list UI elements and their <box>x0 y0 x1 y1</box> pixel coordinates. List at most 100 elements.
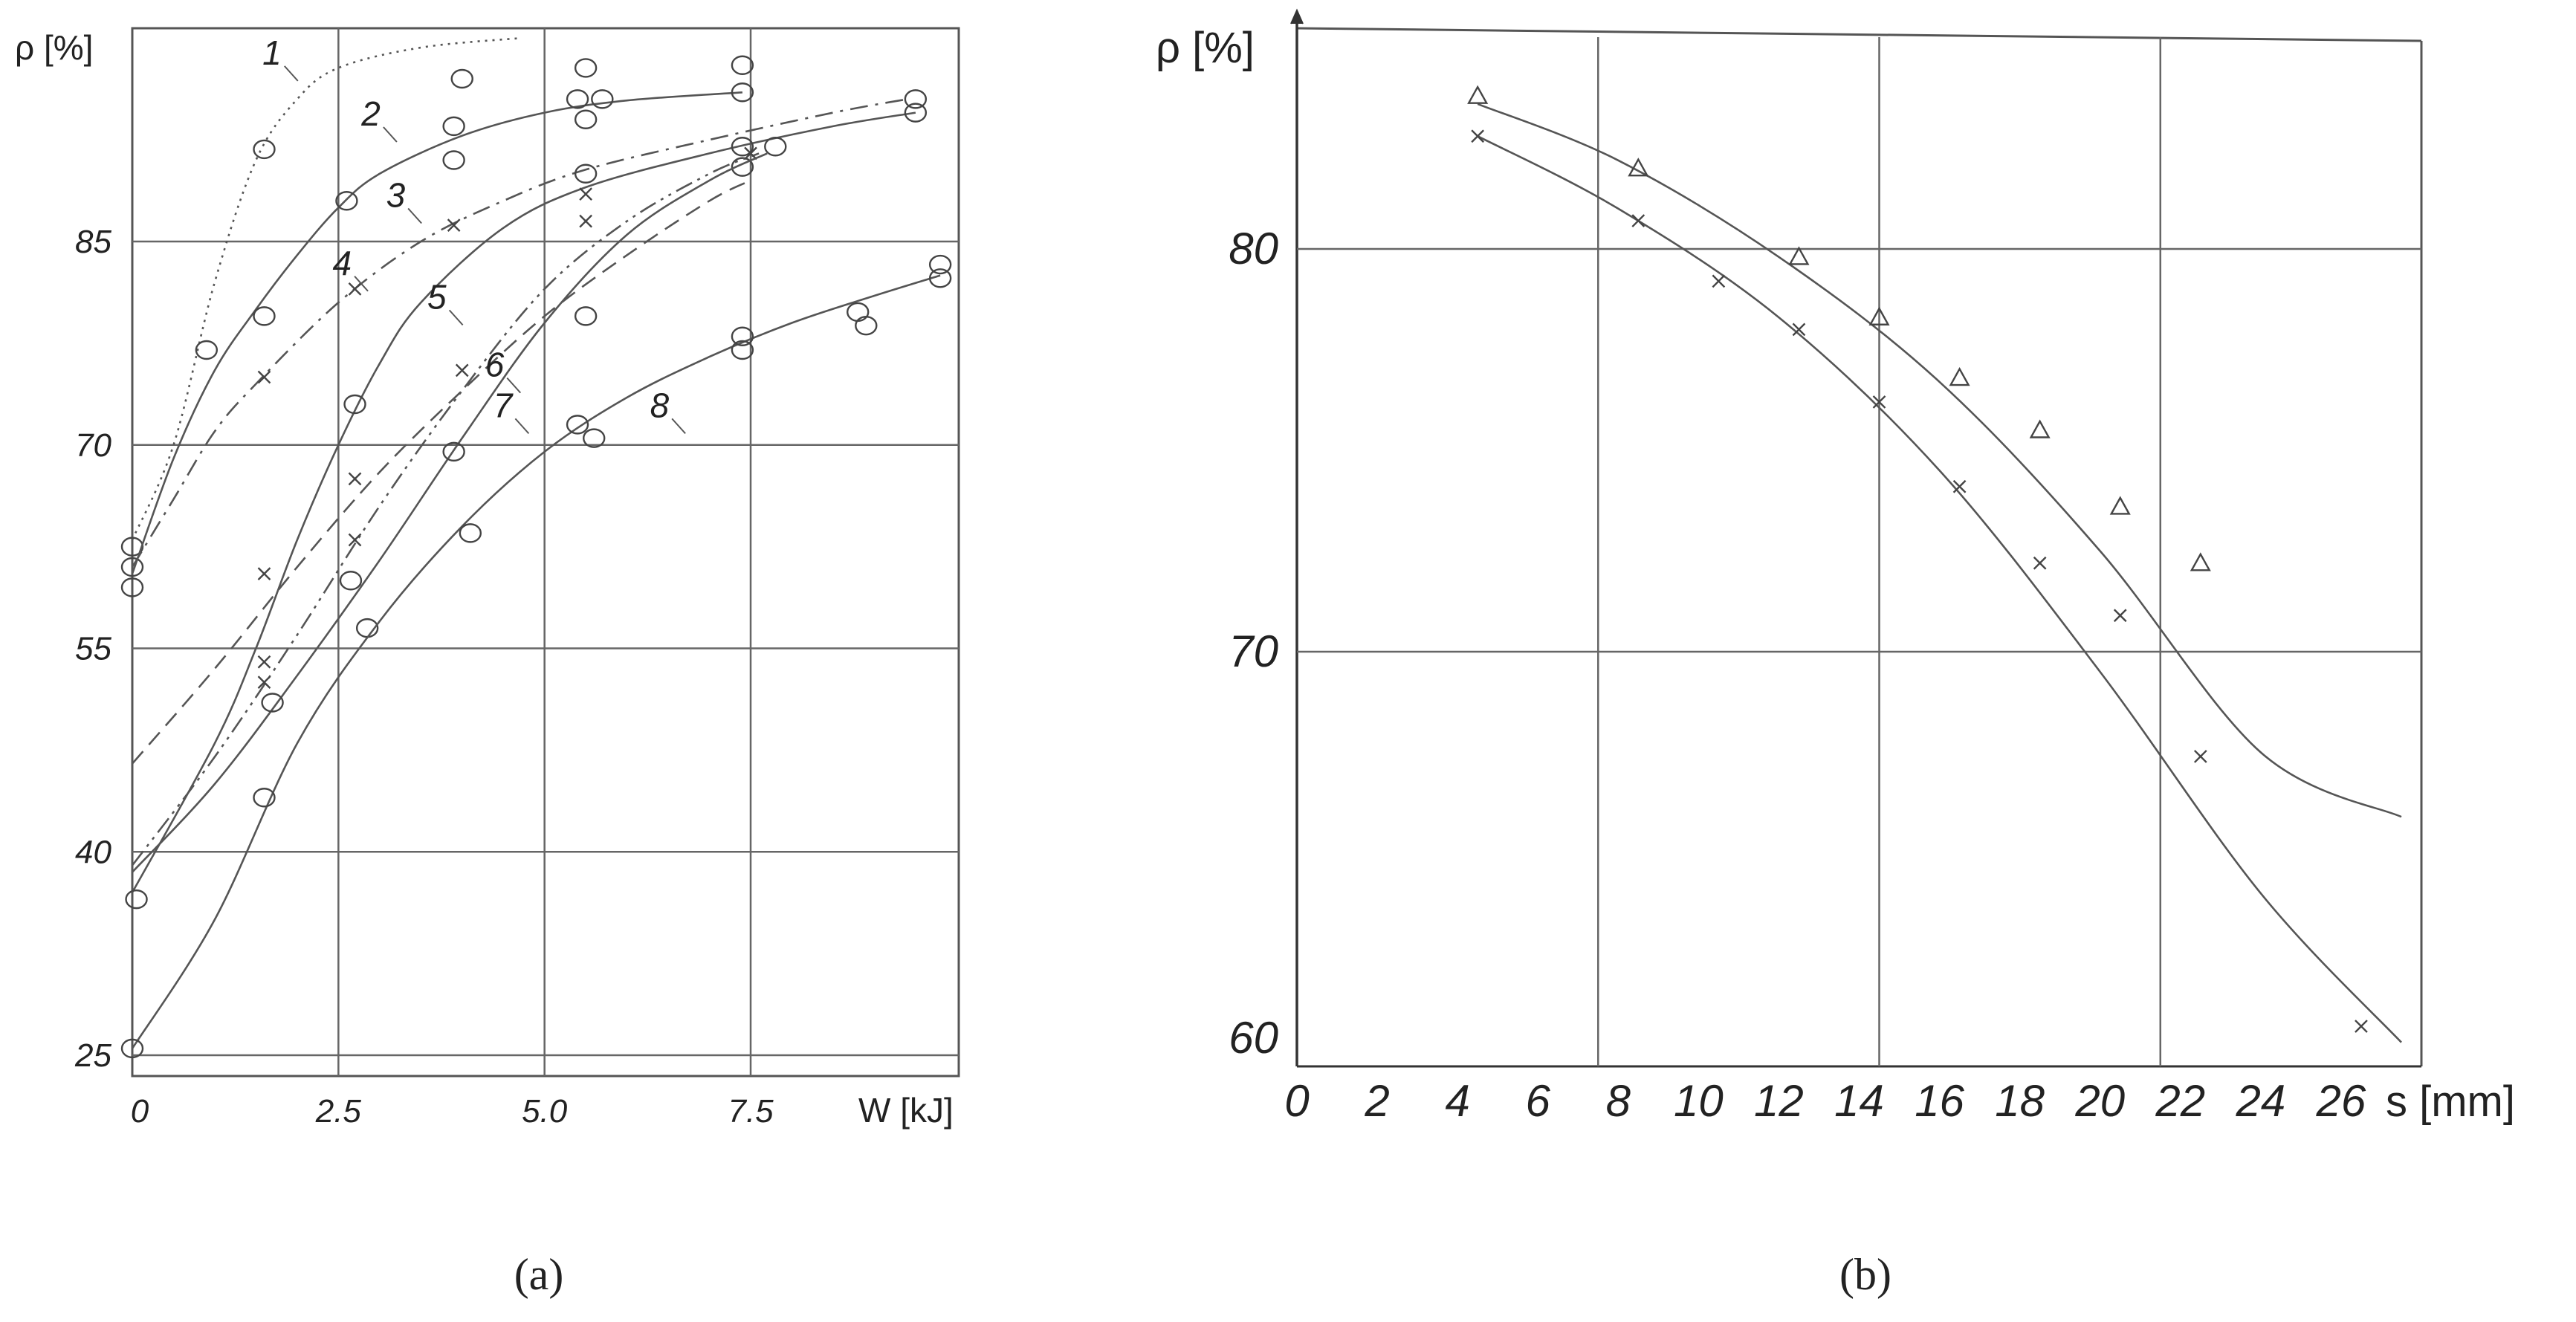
x-tick-label: 14 <box>1834 1076 1884 1126</box>
series-label: 4 <box>332 244 352 282</box>
data-point <box>2033 556 2047 570</box>
data-point <box>442 150 465 170</box>
data-point <box>253 306 276 326</box>
x-tick-label: 0 <box>1284 1076 1309 1126</box>
x-tick-label: 16 <box>1915 1076 1964 1126</box>
series-label-leader <box>383 126 398 143</box>
data-point <box>450 68 473 89</box>
series-label: 3 <box>386 176 406 215</box>
data-point <box>731 340 754 360</box>
series-label: 5 <box>427 277 447 316</box>
data-point <box>1792 323 1806 337</box>
data-point <box>120 577 144 597</box>
data-point <box>195 340 219 360</box>
series-label: 2 <box>360 94 381 133</box>
y-tick-label: 25 <box>74 1037 111 1074</box>
x-axis-label: W [kJ] <box>858 1091 954 1130</box>
data-point <box>591 89 614 109</box>
data-point <box>1628 158 1649 177</box>
series-line-4 <box>131 111 916 893</box>
y-tick-label: 70 <box>1229 626 1278 676</box>
x-tick-label: 8 <box>1606 1076 1631 1126</box>
series-line-6 <box>131 152 760 866</box>
data-point <box>904 103 928 123</box>
data-point <box>120 557 144 577</box>
data-point <box>731 137 754 157</box>
x-tick-label: 24 <box>2235 1076 2285 1126</box>
data-point <box>1868 306 1890 325</box>
series-label-leader <box>284 65 299 82</box>
data-point <box>1952 479 1967 493</box>
y-tick-label: 70 <box>75 427 111 464</box>
data-point <box>2190 552 2211 571</box>
x-tick-label: 7.5 <box>728 1093 774 1130</box>
data-point <box>574 306 598 326</box>
x-tick-label: 10 <box>1674 1076 1724 1126</box>
data-point <box>335 191 358 211</box>
series-label-leader <box>448 309 464 326</box>
plot-frame <box>131 27 960 1078</box>
series-label-leader <box>514 418 530 435</box>
data-point <box>579 187 592 201</box>
data-point <box>2029 419 2051 438</box>
data-point <box>343 394 366 415</box>
y-tick-label: 60 <box>1229 1013 1278 1063</box>
series-7: 7 <box>132 137 787 873</box>
series-8: 8 <box>120 254 952 1059</box>
data-point <box>579 214 592 228</box>
x-tick-label: 2.5 <box>315 1093 362 1130</box>
data-point <box>928 268 952 288</box>
series-2: 2 <box>120 55 754 597</box>
data-point <box>257 655 271 669</box>
x-tick-label: 20 <box>2074 1076 2125 1126</box>
data-point <box>1631 214 1645 227</box>
data-point <box>447 218 461 232</box>
data-point <box>744 146 757 161</box>
data-point <box>847 302 870 323</box>
data-point <box>1788 246 1810 265</box>
data-point <box>2113 609 2127 623</box>
data-point <box>120 1038 144 1059</box>
y-tick-label: 40 <box>75 834 111 870</box>
series-label: 7 <box>493 386 514 424</box>
series-label: 8 <box>650 386 670 424</box>
series-line-8 <box>131 274 941 1049</box>
data-point <box>1872 395 1886 409</box>
series-4: 4 <box>125 89 928 910</box>
series-5: 5 <box>132 179 751 765</box>
y-tick-label: 80 <box>1229 224 1278 273</box>
y-tick-label: 55 <box>75 631 111 667</box>
y-axis-label: ρ [%] <box>15 28 93 67</box>
data-point <box>731 55 754 75</box>
data-point <box>1467 85 1489 104</box>
data-point <box>348 282 362 296</box>
data-point <box>1471 129 1485 143</box>
data-point <box>257 567 271 580</box>
data-point <box>339 571 363 591</box>
series-label-leader <box>354 276 369 292</box>
data-point <box>455 363 469 378</box>
data-point <box>125 889 148 910</box>
series-6: 6 <box>131 146 760 866</box>
data-point <box>348 533 362 547</box>
data-point <box>257 675 271 689</box>
data-point <box>574 58 598 78</box>
data-point <box>764 137 787 157</box>
y-axis-arrow <box>1290 8 1304 25</box>
plot-top-edge <box>1296 27 2422 42</box>
data-point <box>257 370 271 384</box>
data-point <box>2193 750 2207 763</box>
series-line-5 <box>132 179 751 765</box>
series-line-triangle <box>1477 103 2402 818</box>
series-triangle <box>1467 85 2402 818</box>
x-tick-label: 5.0 <box>522 1093 568 1130</box>
data-point <box>566 89 589 109</box>
x-tick-label: 6 <box>1526 1076 1551 1126</box>
data-point <box>731 326 754 346</box>
series-line-7 <box>132 152 768 873</box>
data-point <box>253 139 276 160</box>
data-point <box>574 163 598 184</box>
data-point <box>261 693 284 713</box>
